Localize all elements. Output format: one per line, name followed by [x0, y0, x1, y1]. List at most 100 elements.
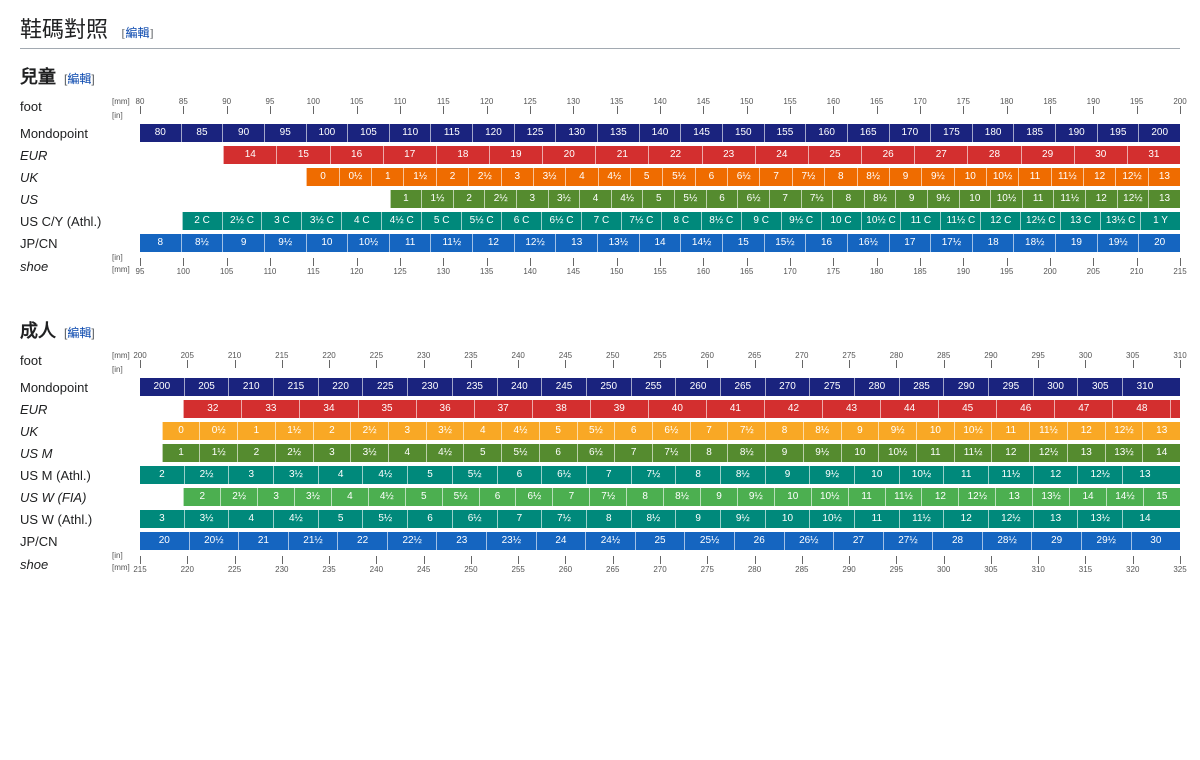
size-cell: 3 [257, 488, 294, 506]
tick-label: 95 [136, 267, 145, 276]
edit-section-link[interactable]: 編輯 [64, 326, 95, 340]
size-cell: 5½ [362, 510, 407, 528]
size-cell: 11 [848, 488, 885, 506]
size-cell: 42 [764, 400, 822, 418]
size-cell: 3 C [261, 212, 301, 230]
size-cell: 0½ [199, 422, 237, 440]
size-cell: 20½ [189, 532, 239, 550]
size-cell: 5½ [452, 466, 497, 484]
size-cell: 12½ [1077, 466, 1122, 484]
size-cell: 90 [222, 124, 264, 142]
size-cell: 165 [847, 124, 889, 142]
size-cell: 11½ [1053, 190, 1085, 208]
size-cell: 10 [774, 488, 811, 506]
size-cell: 3 [388, 422, 426, 440]
tick-label: 285 [937, 351, 950, 360]
size-cell: 0 [306, 168, 338, 186]
size-cell: 9½ C [781, 212, 821, 230]
tick-label: 200 [1043, 267, 1056, 276]
chart-row: EUR141516171819202122232425262728293031 [20, 145, 1180, 165]
size-cell: 9 [675, 510, 720, 528]
size-cell: 7 [614, 444, 652, 462]
size-cell: 2½ [275, 444, 313, 462]
tick-label: 185 [913, 267, 926, 276]
size-cell: 12 [1085, 190, 1117, 208]
size-cell: 160 [805, 124, 847, 142]
tick-label: 255 [653, 351, 666, 360]
edit-section-link[interactable]: 編輯 [64, 72, 95, 86]
tick-label: 125 [523, 97, 536, 106]
size-cell: 6½ [577, 444, 615, 462]
tick-label: 110 [264, 267, 277, 276]
section-title: 成人編輯 [20, 317, 1180, 343]
size-cell: 7½ [727, 422, 765, 440]
size-cell: 10 [916, 422, 954, 440]
tick-label: 230 [417, 351, 430, 360]
chart-row: JP/CN88½99½1010½1111½1212½1313½1414½1515… [20, 233, 1180, 253]
size-cell: 270 [765, 378, 810, 396]
gap [140, 488, 183, 506]
content-root: 兒童編輯foot80859095100105110115120125130135… [20, 63, 1180, 575]
unit-label-mm: [mm] [112, 563, 130, 572]
size-cell: 12½ [1117, 190, 1149, 208]
size-cell: 13½ [1105, 444, 1143, 462]
size-cell: 33 [241, 400, 299, 418]
size-cell: 275 [809, 378, 854, 396]
chart-row: Mondopoint200205210215220225230235240245… [20, 377, 1180, 397]
tick-label: 225 [370, 351, 383, 360]
unit-label-in: [in] [112, 253, 123, 262]
size-cell: 17 [383, 146, 436, 164]
tick-label: 150 [610, 267, 623, 276]
size-cell: 12½ [988, 510, 1033, 528]
size-cell: 5 [407, 466, 452, 484]
chart-row: foot200205210215220225230235240245250255… [20, 353, 1180, 375]
tick-label: 315 [1079, 565, 1092, 574]
size-cell: 9 C [741, 212, 781, 230]
size-cell: 200 [140, 378, 184, 396]
tick-label: 140 [523, 267, 536, 276]
size-cell: 14 [1122, 510, 1167, 528]
size-cell: 8 [140, 234, 181, 252]
size-cell: 9 [700, 488, 737, 506]
size-cell: 7 [759, 168, 791, 186]
tick-label: 235 [322, 565, 335, 574]
size-cell: 2 [140, 466, 184, 484]
size-cell: 115 [430, 124, 472, 142]
size-cell: 5 [463, 444, 501, 462]
tick-label: 230 [275, 565, 288, 574]
size-cell: 18 [972, 234, 1014, 252]
chart-row: US M (Athl.)22½33½44½55½66½77½88½99½1010… [20, 465, 1180, 485]
size-cell: 12½ C [1020, 212, 1060, 230]
size-cell: 6 C [501, 212, 541, 230]
size-cell: 9 [889, 168, 921, 186]
size-cell: 6½ [515, 488, 552, 506]
cell-strip: 22½33½44½55½66½77½88½99½1010½1111½1212½1… [140, 466, 1180, 484]
tick-label: 180 [1000, 97, 1013, 106]
tick-label: 280 [890, 351, 903, 360]
size-cell: 14½ [1106, 488, 1143, 506]
size-cell: 15 [722, 234, 764, 252]
size-cell: 13 [1067, 444, 1105, 462]
tick-label: 250 [464, 565, 477, 574]
tick-label: 240 [370, 565, 383, 574]
page-title: 鞋碼對照 編輯 [20, 12, 1180, 49]
edit-main-link[interactable]: 編輯 [122, 26, 154, 40]
tick-label: 200 [1173, 97, 1186, 106]
tick-label: 305 [1126, 351, 1139, 360]
size-cell: 26 [734, 532, 784, 550]
size-cell: 30 [1131, 532, 1180, 550]
size-cell: 25½ [684, 532, 734, 550]
tick-label: 195 [1000, 267, 1013, 276]
tick-label: 85 [179, 97, 188, 106]
tick-label: 270 [795, 351, 808, 360]
size-cell: 140 [639, 124, 681, 142]
tick-label: 240 [511, 351, 524, 360]
size-cell: 27½ [883, 532, 933, 550]
size-cell: 27 [833, 532, 883, 550]
size-cell: 4 C [341, 212, 381, 230]
tick-label: 280 [748, 565, 761, 574]
size-cell: 30 [1074, 146, 1127, 164]
tick-label: 125 [393, 267, 406, 276]
size-cell: 2½ C [222, 212, 262, 230]
size-cell [1167, 510, 1180, 528]
